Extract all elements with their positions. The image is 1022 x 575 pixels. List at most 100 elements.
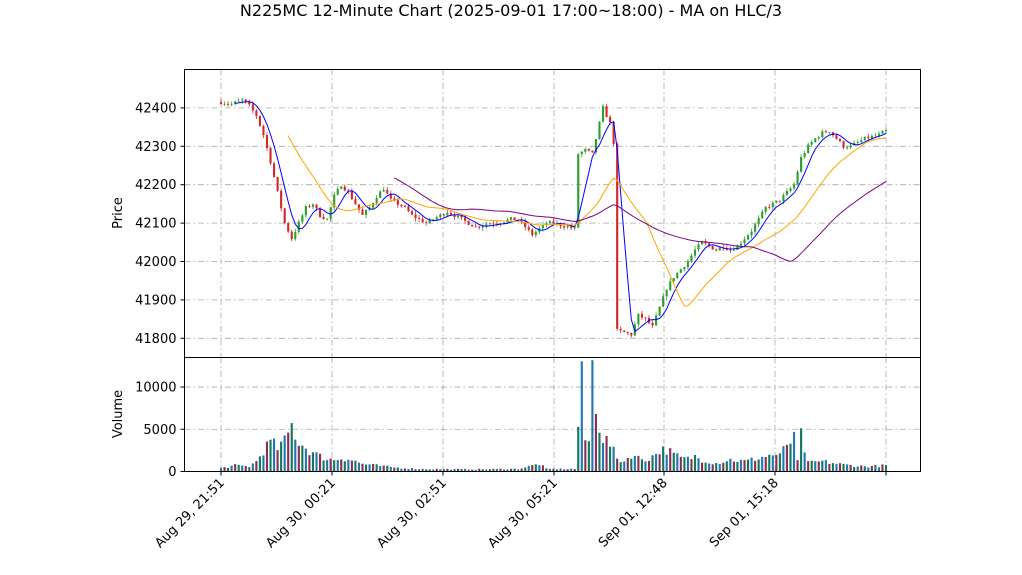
candle-body [686,261,689,268]
volume-bar [428,469,431,472]
volume-bar [548,468,552,472]
price-tick-label: 42300 [135,140,176,155]
candle-body [863,136,866,141]
volume-bar [414,469,417,472]
volume-bar [361,463,364,472]
candle-body [340,186,343,189]
volume-bar [442,469,445,472]
candle-body [782,195,785,202]
candle-body [464,217,467,221]
candle-body [679,269,682,273]
candle-body [640,313,643,318]
volume-bar [347,459,350,472]
candle-body [460,215,463,218]
volume-bar [559,468,562,472]
volume-bar [757,459,760,472]
candle-body [690,255,693,262]
candle-body [258,116,261,126]
volume-bar [835,463,838,472]
volume-bar [262,455,265,472]
ma-line-5 [235,101,887,333]
volume-bar [481,469,484,472]
candle-body [241,99,244,101]
volume-bar [386,465,389,472]
candle-body [821,131,824,138]
price-panel-frame [184,69,921,358]
volume-bar [308,455,311,472]
volume-bar [846,464,849,472]
candle-body [272,163,276,177]
volume-bar [283,435,286,472]
volume-bar [297,445,300,472]
candle-body [439,214,442,218]
volume-bar [669,448,672,472]
volume-bar [474,469,477,472]
candle-body [364,210,368,215]
candle-body [655,315,658,326]
candle-body [481,226,484,228]
candle-body [336,188,339,195]
candle-body [881,131,884,134]
volume-bar [311,452,315,472]
volume-axis-label: Volume [111,390,126,438]
volume-bar [828,463,831,472]
volume-bar [464,468,467,472]
candle-body [502,222,506,224]
price-tick-label: 41900 [135,293,176,308]
volume-bar [418,469,421,472]
candle-body [251,104,254,111]
candle-body [732,249,735,251]
volume-bar [856,466,859,472]
volume-bar [276,450,279,472]
candle-body [817,137,820,139]
volume-bar [290,423,293,472]
candle-body [601,106,605,122]
candle-body [609,117,612,123]
candle-body [382,190,385,192]
candle-body [563,226,566,228]
candle-body [573,227,576,229]
volume-bar [633,455,636,472]
x-tick-label: Sep 01, 12:48 [596,476,671,551]
candle-body [389,193,392,199]
candle-body [386,190,389,194]
volume-bar [357,462,361,472]
volume-bar [407,469,410,472]
candle-body [471,224,474,227]
volume-bar [768,454,771,472]
candle-body [393,198,396,201]
volume-bar [577,426,580,472]
candle-body [449,212,452,215]
volume-bar [849,464,852,472]
volume-bar [354,460,357,472]
candle-body [297,221,300,232]
volume-bar [838,463,842,472]
volume-bar [764,457,767,472]
candle-body [492,223,495,225]
candle-body [541,224,544,229]
volume-bar [393,467,396,472]
volume-y-ticks: 0 5000 10000 [135,381,185,480]
candle-body [566,226,569,228]
volume-bar [785,444,789,472]
candle-body [262,125,265,136]
volume-tick-label: 10000 [135,381,176,396]
candle-body [623,330,626,333]
candle-body [248,101,251,105]
volume-bar [630,458,633,472]
candle-body [287,223,290,232]
candle-body [584,148,587,152]
volume-bar [506,469,509,472]
volume-bar [594,414,598,472]
candle-body [361,209,364,215]
volume-bar [750,457,753,472]
volume-bar [580,361,583,472]
volume-bar [396,467,399,472]
volume-bar [467,469,470,472]
candle-body [669,281,672,291]
candle-body [428,219,431,224]
volume-bar [609,446,612,472]
candle-body [729,249,732,251]
volume-bar [697,458,700,472]
volume-bar [761,456,764,472]
